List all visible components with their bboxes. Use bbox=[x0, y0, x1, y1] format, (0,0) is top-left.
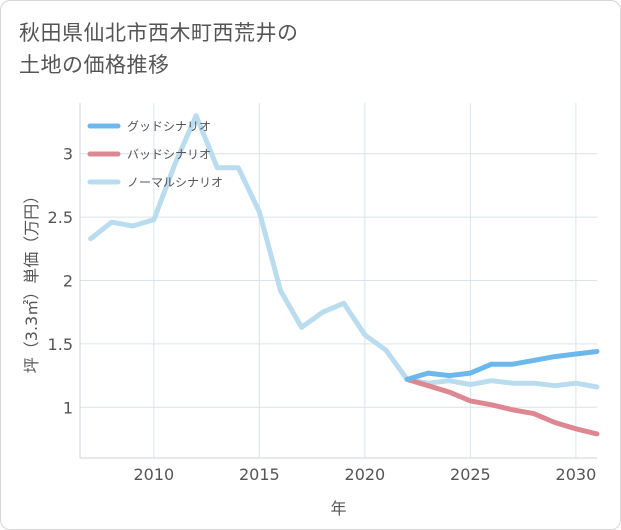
legend-label: バッドシナリオ bbox=[127, 148, 211, 162]
grid bbox=[80, 103, 597, 458]
x-tick-label: 2025 bbox=[450, 465, 491, 484]
chart-title: 秋田県仙北市西木町西荒井の 土地の価格推移 bbox=[19, 17, 299, 81]
y-tick-label: 2.5 bbox=[48, 208, 73, 227]
chart-title-line2: 土地の価格推移 bbox=[19, 53, 170, 77]
series-line-0 bbox=[404, 349, 600, 382]
x-tick-label: 2015 bbox=[239, 465, 280, 484]
x-tick-label: 2020 bbox=[345, 465, 386, 484]
series-line-1 bbox=[404, 376, 600, 437]
y-tick-label: 2 bbox=[63, 272, 73, 291]
legend-label: ノーマルシナリオ bbox=[127, 176, 223, 190]
legend-label: グッドシナリオ bbox=[127, 120, 211, 134]
y-tick-label: 3 bbox=[63, 145, 73, 164]
y-tick-label: 1 bbox=[63, 398, 73, 417]
x-tick-label: 2030 bbox=[556, 465, 597, 484]
axes: 2010 2015 2020 2025 2030 1 1.5 2 2.5 3 bbox=[48, 103, 597, 484]
y-axis-label: 坪（3.3㎡）単価（万円） bbox=[22, 188, 41, 373]
x-tick-label: 2010 bbox=[133, 465, 174, 484]
x-axis-label: 年 bbox=[330, 499, 346, 518]
series-line-2 bbox=[88, 113, 600, 390]
chart-title-line1: 秋田県仙北市西木町西荒井の bbox=[19, 21, 299, 45]
series-lines bbox=[88, 113, 600, 437]
y-tick-label: 1.5 bbox=[48, 335, 73, 354]
